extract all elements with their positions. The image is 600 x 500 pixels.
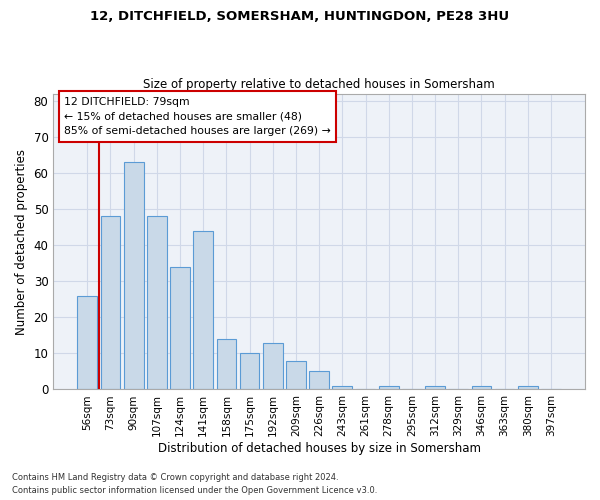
Bar [193, 230, 213, 390]
Text: 12, DITCHFIELD, SOMERSHAM, HUNTINGDON, PE28 3HU: 12, DITCHFIELD, SOMERSHAM, HUNTINGDON, P… [91, 10, 509, 23]
Bar [332, 386, 352, 390]
Bar [147, 216, 167, 390]
Bar [124, 162, 143, 390]
Text: 12 DITCHFIELD: 79sqm
← 15% of detached houses are smaller (48)
85% of semi-detac: 12 DITCHFIELD: 79sqm ← 15% of detached h… [64, 96, 331, 136]
Bar [77, 296, 97, 390]
Y-axis label: Number of detached properties: Number of detached properties [15, 148, 28, 334]
Bar [472, 386, 491, 390]
Title: Size of property relative to detached houses in Somersham: Size of property relative to detached ho… [143, 78, 495, 91]
Bar [240, 354, 259, 390]
Bar [309, 372, 329, 390]
Bar [217, 339, 236, 390]
Bar [170, 267, 190, 390]
Bar [379, 386, 398, 390]
Bar [286, 360, 306, 390]
Bar [263, 342, 283, 390]
Text: Contains HM Land Registry data © Crown copyright and database right 2024.
Contai: Contains HM Land Registry data © Crown c… [12, 474, 377, 495]
X-axis label: Distribution of detached houses by size in Somersham: Distribution of detached houses by size … [158, 442, 481, 455]
Bar [425, 386, 445, 390]
Bar [518, 386, 538, 390]
Bar [101, 216, 121, 390]
